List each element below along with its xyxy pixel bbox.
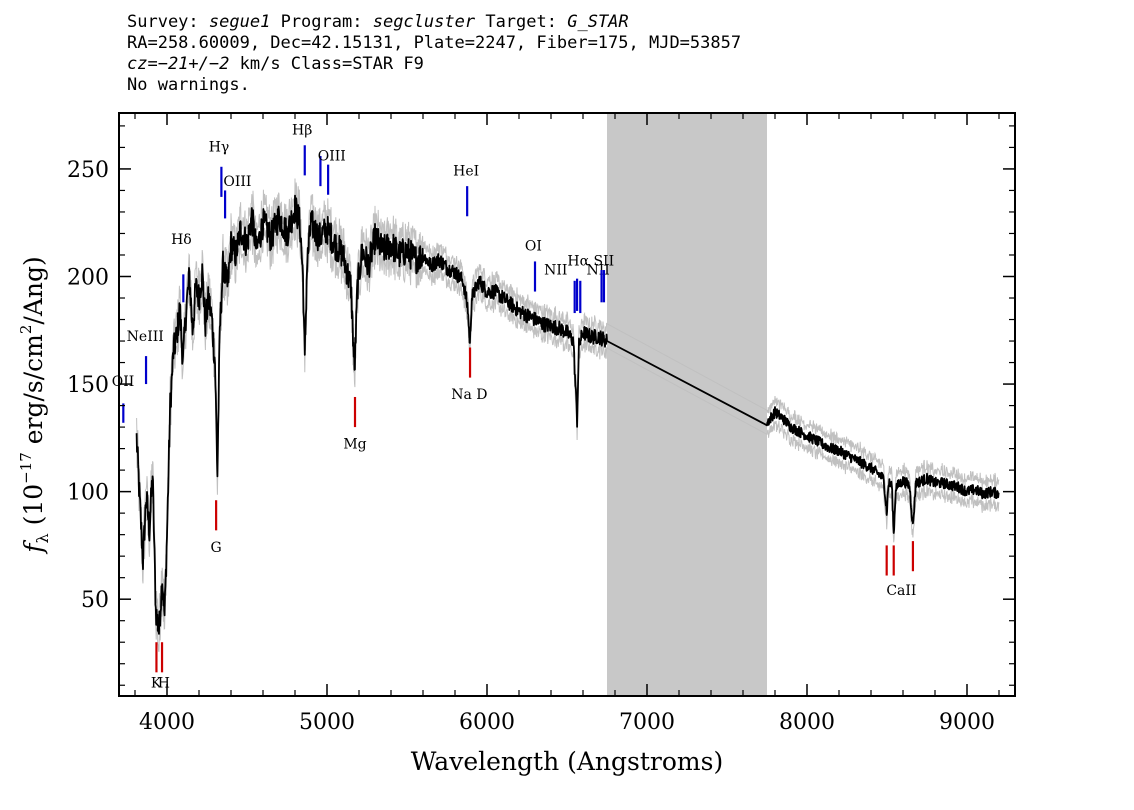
emission-line-label-4: OIII (223, 174, 251, 190)
header-line-coordinates: RA=258.60009, Dec=42.15131, Plate=2247, … (127, 33, 742, 53)
target-value: G_STAR (567, 12, 629, 32)
absorption-line-label-3: Mg (343, 437, 366, 453)
target-label: Target: (485, 12, 557, 32)
header-line-survey: Survey: segue1 Program: segcluster Targe… (127, 12, 741, 33)
masked-region-layer (607, 113, 767, 696)
axis-ticks-layer: 4000 5000 6000 7000 8000 9000 50 100 150 200 250 (67, 113, 1015, 735)
cz-class: km/s Class=STAR F9 (229, 54, 424, 74)
x-axis-title: Wavelength (Angstroms) (411, 747, 723, 776)
emission-line-label-6: OIII (318, 148, 346, 164)
x-tick-label: 8000 (779, 710, 835, 735)
cz-value: =−21+/−2 (147, 54, 230, 74)
y-tick-label: 50 (81, 588, 109, 613)
absorption-line-label-5: CaII (886, 583, 916, 599)
emission-line-label-2: Hδ (171, 232, 192, 248)
emission-line-label-1: NeIII (127, 329, 164, 345)
y-axis-symbol: f (19, 540, 48, 555)
absorption-line-label-0: K (151, 675, 162, 691)
masked-region (607, 113, 767, 696)
emission-line-label-0: OII (112, 374, 135, 390)
y-tick-label: 200 (67, 265, 109, 290)
spectrum-line (135, 194, 1000, 635)
spectral-lines-layer: OIINeIIIHδHγOIIIHβOIIIHeIOINIIHαNIISIIKH… (112, 123, 917, 692)
header-line-redshift: cz=−21+/−2 km/s Class=STAR F9 (127, 54, 741, 75)
x-tick-label: 9000 (939, 710, 995, 735)
emission-line-label-3: Hγ (209, 140, 230, 156)
error-lower (136, 211, 1000, 653)
x-tick-label: 6000 (459, 710, 515, 735)
program-value: segcluster (372, 12, 476, 32)
emission-line-label-5: Hβ (292, 123, 312, 139)
error-upper (136, 178, 1000, 618)
program-label: Program: (280, 12, 363, 32)
cz-label: cz (127, 54, 148, 74)
emission-line-label-9: OI (525, 239, 542, 255)
emission-line-label-13: SII (593, 254, 614, 270)
y-axis-units-mid: erg/s/cm (19, 334, 48, 452)
x-tick-label: 7000 (619, 710, 675, 735)
emission-line-label-11: Hα (567, 254, 589, 270)
y-tick-label: 250 (67, 158, 109, 183)
y-axis-units-close: /Ang) (19, 256, 48, 324)
y-axis-exponent-2: 2 (17, 325, 35, 335)
y-axis-exponent: −17 (17, 452, 35, 484)
emission-line-label-10: NII (544, 262, 567, 278)
absorption-line-label-1: H (158, 675, 170, 691)
spectrum-layer (135, 194, 1000, 635)
spectrum-header: Survey: segue1 Program: segcluster Targe… (127, 12, 741, 96)
error-band-layer (136, 178, 1000, 653)
y-tick-label: 100 (67, 481, 109, 506)
y-axis-units-open: (10 (19, 484, 48, 534)
y-tick-label: 150 (67, 373, 109, 398)
plot-frame (118, 112, 1016, 697)
y-axis-subscript: λ (33, 533, 52, 543)
absorption-line-label-2: G (211, 540, 222, 556)
x-tick-label: 5000 (299, 710, 355, 735)
survey-label: Survey: (127, 12, 199, 32)
y-axis-title: fλ (10−17 erg/s/cm2/Ang) (17, 256, 52, 555)
survey-value: segue1 (208, 12, 271, 32)
header-line-warnings: No warnings. (127, 75, 250, 95)
emission-line-label-8: HeI (453, 163, 479, 179)
x-tick-label: 4000 (139, 710, 195, 735)
absorption-line-label-4: Na D (451, 387, 487, 403)
